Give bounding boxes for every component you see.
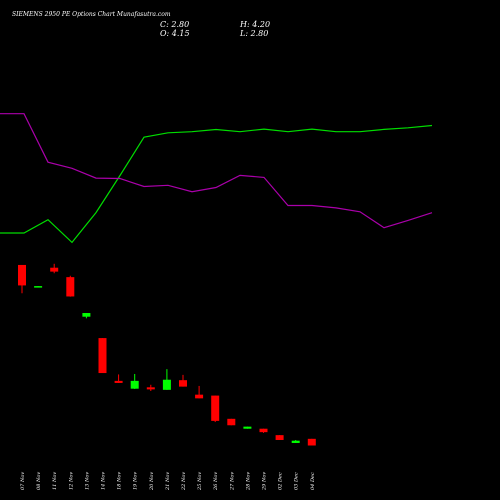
- candle-body: [307, 438, 316, 446]
- candlesticks: [18, 263, 316, 446]
- x-tick-label: 25 Nov: [197, 472, 203, 491]
- candle-body: [243, 426, 252, 429]
- x-tick-label: 26 Nov: [213, 472, 219, 491]
- x-tick-label: 12 Nov: [68, 472, 74, 490]
- candle-body: [82, 313, 91, 317]
- indicator-lines: [0, 113, 433, 244]
- close-value: C: 2.80: [160, 20, 189, 29]
- green-line: [0, 124, 433, 244]
- candle-body: [18, 264, 26, 286]
- candle-body: [98, 338, 107, 374]
- chart-title: SIEMENS 2950 PE Options Chart Munafasutr…: [12, 11, 171, 18]
- candle-body: [211, 395, 220, 421]
- candle-body: [114, 380, 123, 383]
- x-tick-label: 11 Nov: [52, 472, 58, 490]
- candle-body: [195, 394, 204, 399]
- candle-body: [50, 267, 59, 272]
- candle-body: [259, 428, 268, 433]
- candle-body: [66, 277, 75, 297]
- x-tick-label: 20 Nov: [149, 472, 155, 491]
- candle-body: [291, 440, 300, 443]
- x-tick-label: 27 Nov: [229, 472, 235, 491]
- x-tick-label: 14 Nov: [101, 472, 107, 490]
- x-tick-label: 07 Nov: [20, 472, 26, 490]
- x-tick-label: 19 Nov: [133, 472, 139, 490]
- x-tick-label: 29 Nov: [262, 472, 268, 491]
- candle-body: [146, 387, 155, 390]
- x-tick-label: 13 Nov: [84, 472, 90, 490]
- magenta-line: [0, 113, 433, 229]
- candle-body: [162, 379, 171, 390]
- x-tick-label: 04 Dec: [310, 472, 316, 490]
- x-axis-ticks: 07 Nov 08 Nov 11 Nov 12 Nov 13 Nov 14 Nov 18 N…: [20, 472, 316, 491]
- x-tick-label: 18 Nov: [117, 472, 123, 490]
- candle-body: [179, 380, 187, 387]
- x-tick-label: 22 Nov: [181, 472, 187, 491]
- x-tick-label: 08 Nov: [36, 472, 42, 490]
- candle-body: [34, 286, 43, 288]
- x-tick-label: 02 Dec: [278, 472, 284, 490]
- open-value: O: 4.15: [160, 29, 190, 38]
- x-tick-label: 21 Nov: [165, 472, 171, 491]
- candle-body: [130, 380, 139, 389]
- candle-body: [275, 435, 284, 440]
- x-tick-label: 03 Dec: [294, 472, 300, 490]
- candle-body: [227, 418, 236, 426]
- high-value: H: 4.20: [239, 20, 270, 29]
- low-value: L: 2.80: [239, 29, 268, 38]
- x-tick-label: 28 Nov: [245, 472, 251, 491]
